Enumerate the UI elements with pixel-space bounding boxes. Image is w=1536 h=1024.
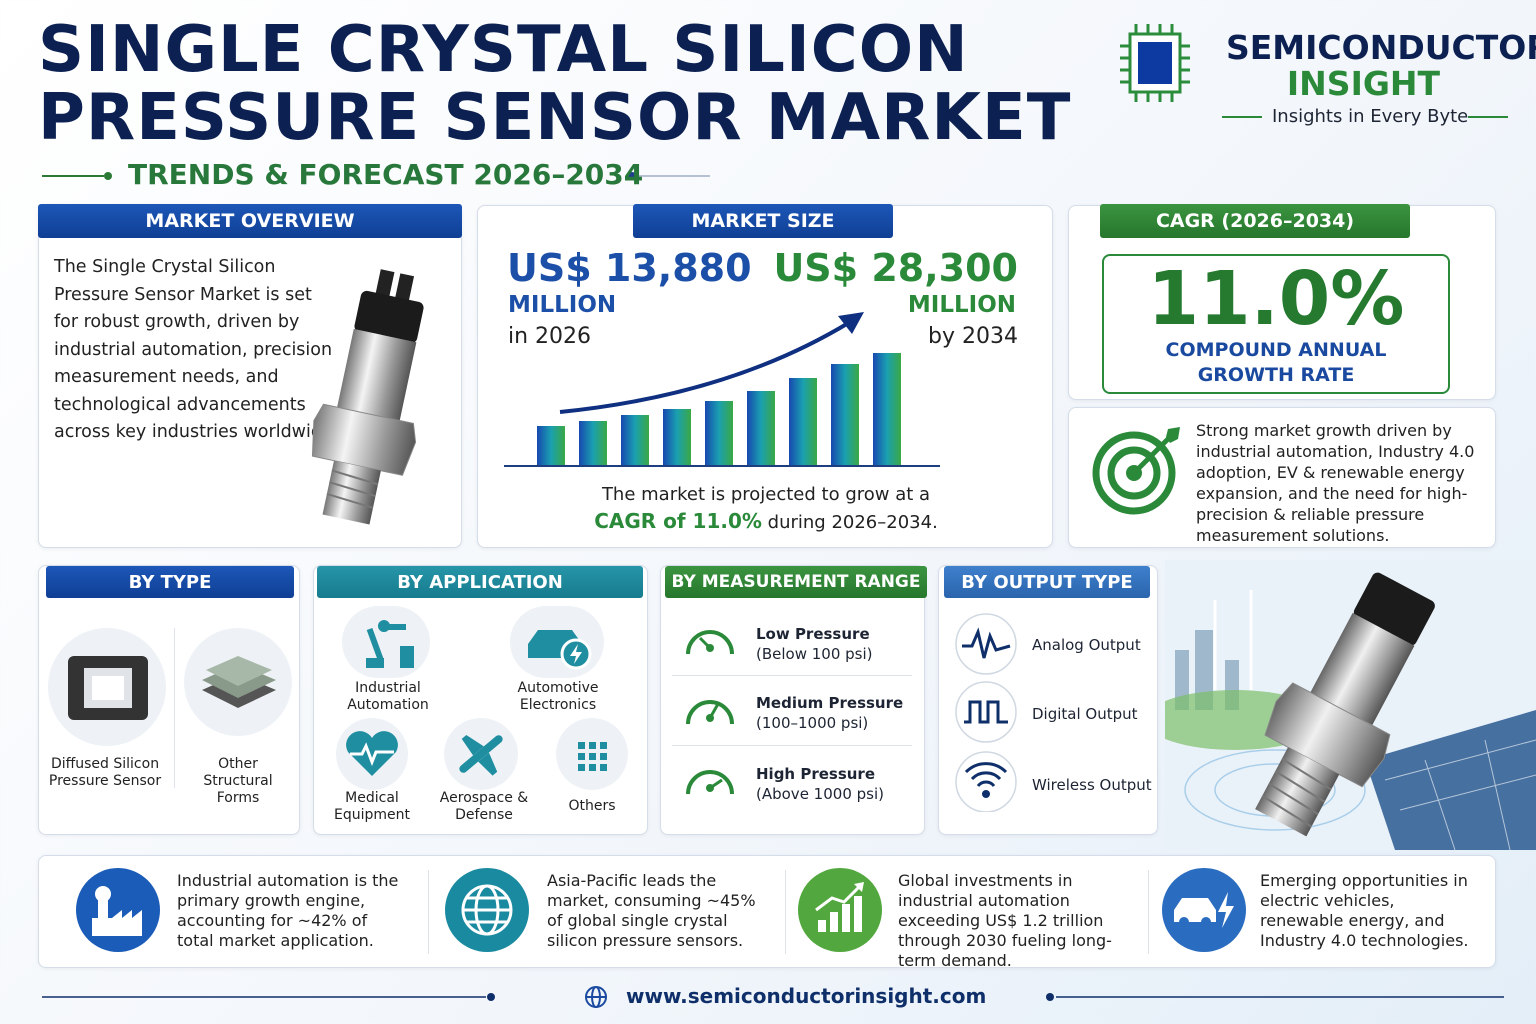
measurement-item: Low Pressure (Below 100 psi): [756, 624, 873, 664]
tagline-rule: [1222, 116, 1508, 118]
output-icons: [955, 613, 1017, 812]
start-value: US$ 13,880: [507, 246, 752, 290]
type-label: Other Structural Forms: [203, 756, 273, 806]
title-line: SINGLE CRYSTAL SILICON: [38, 13, 969, 87]
cagr-description: Strong market growth driven by industria…: [1196, 421, 1475, 545]
sensor-image: [311, 269, 424, 525]
divider: [1148, 870, 1149, 954]
section-heading: CAGR (2026–2034): [1100, 204, 1410, 238]
output-panel: [938, 565, 1158, 835]
application-icon: [444, 718, 518, 790]
application-label: Others: [568, 798, 616, 814]
measurement-range: (Below 100 psi): [756, 645, 873, 663]
measurement-item: High Pressure (Above 1000 psi): [756, 764, 884, 804]
section-heading: BY APPLICATION: [317, 566, 643, 598]
divider: [672, 745, 912, 746]
measurement-range: (Above 1000 psi): [756, 785, 884, 803]
application-label: Industrial Automation: [347, 680, 429, 713]
application-icon: [336, 718, 408, 790]
end-unit: MILLION: [907, 292, 1016, 318]
application-label: Aerospace & Defense: [439, 790, 529, 823]
subtitle-rule: [42, 172, 710, 180]
section-heading: MARKET SIZE: [633, 204, 893, 238]
market-note: The market is projected to grow at a CAG…: [480, 482, 1052, 536]
brand-tagline: Insights in Every Byte: [1272, 106, 1469, 127]
overview-text: The Single Crystal Silicon Pressure Sens…: [54, 257, 339, 442]
measurement-panel: [660, 565, 925, 835]
output-label: Digital Output: [1032, 705, 1138, 723]
output-label: Analog Output: [1032, 636, 1141, 654]
footer-url: www.semiconductorinsight.com: [626, 984, 987, 1008]
start-year: in 2026: [508, 324, 592, 349]
end-value: US$ 28,300: [773, 246, 1018, 290]
cagr-label-line: GROWTH RATE: [1197, 364, 1355, 386]
highlight-text: Asia-Pacific leads the market, consuming…: [547, 871, 756, 950]
highlight-text: Industrial automation is the primary gro…: [177, 871, 399, 950]
divider: [428, 870, 429, 954]
note-text: during 2026–2034.: [767, 512, 938, 533]
measurement-name: Low Pressure: [756, 625, 870, 643]
application-icon: [342, 606, 430, 678]
section-heading: BY TYPE: [46, 566, 294, 598]
cagr-label-line: COMPOUND ANNUAL: [1165, 339, 1387, 361]
subtitle: TRENDS & FORECAST 2026–2034: [128, 158, 644, 191]
title-line: PRESSURE SENSOR MARKET: [38, 81, 1072, 155]
note-highlight: CAGR of 11.0%: [594, 509, 762, 533]
highlight-icon: [445, 868, 529, 952]
note-text: The market is projected to grow at a: [601, 484, 931, 505]
type-label: Diffused Silicon Pressure Sensor: [48, 756, 162, 789]
measurement-range: (100–1000 psi): [756, 714, 869, 732]
application-label: Automotive Electronics: [517, 680, 599, 713]
highlight-icon: [76, 868, 160, 952]
cagr-box: [1102, 254, 1450, 394]
start-unit: MILLION: [508, 292, 617, 318]
sensor-scene: [1165, 560, 1536, 850]
application-icon: [510, 606, 604, 678]
gauge-icons: [686, 630, 734, 795]
output-label: Wireless Output: [1032, 776, 1152, 794]
target-icon: [1092, 427, 1180, 515]
divider: [785, 870, 786, 954]
cagr-label: COMPOUND ANNUAL GROWTH RATE: [1102, 338, 1450, 388]
type-icon: [184, 628, 292, 736]
brand-logo: [1120, 24, 1190, 102]
highlight-icon: [798, 868, 882, 952]
type-icon: [48, 628, 166, 746]
divider: [174, 628, 175, 788]
footer-rule: [42, 986, 1504, 1008]
growth-graphic: [504, 312, 940, 467]
brand-name: INSIGHT: [1286, 64, 1441, 103]
highlight-text: Global investments in industrial automat…: [898, 871, 1112, 970]
application-label: Medical Equipment: [334, 790, 410, 823]
end-year: by 2034: [928, 324, 1018, 349]
section-heading: BY OUTPUT TYPE: [944, 566, 1150, 598]
highlight-text: Emerging opportunities in electric vehic…: [1260, 871, 1469, 950]
section-heading: BY MEASUREMENT RANGE: [665, 566, 927, 598]
market-size-panel: [477, 205, 1053, 548]
highlights-panel: [38, 855, 1496, 968]
title: SINGLE CRYSTAL SILICON PRESSURE SENSOR M…: [38, 16, 1071, 152]
measurement-name: High Pressure: [756, 765, 876, 783]
measurement-name: Medium Pressure: [756, 694, 904, 712]
divider: [672, 675, 912, 676]
application-icon: [556, 718, 628, 790]
brand-name: SEMICONDUCTOR: [1226, 28, 1536, 67]
note-text: CAGR of 11.0% during 2026–2034.: [480, 508, 1052, 536]
section-heading: MARKET OVERVIEW: [38, 204, 462, 238]
highlight-icon: [1162, 868, 1246, 952]
cagr-value: 11.0%: [1147, 256, 1405, 342]
measurement-item: Medium Pressure (100–1000 psi): [756, 693, 903, 733]
